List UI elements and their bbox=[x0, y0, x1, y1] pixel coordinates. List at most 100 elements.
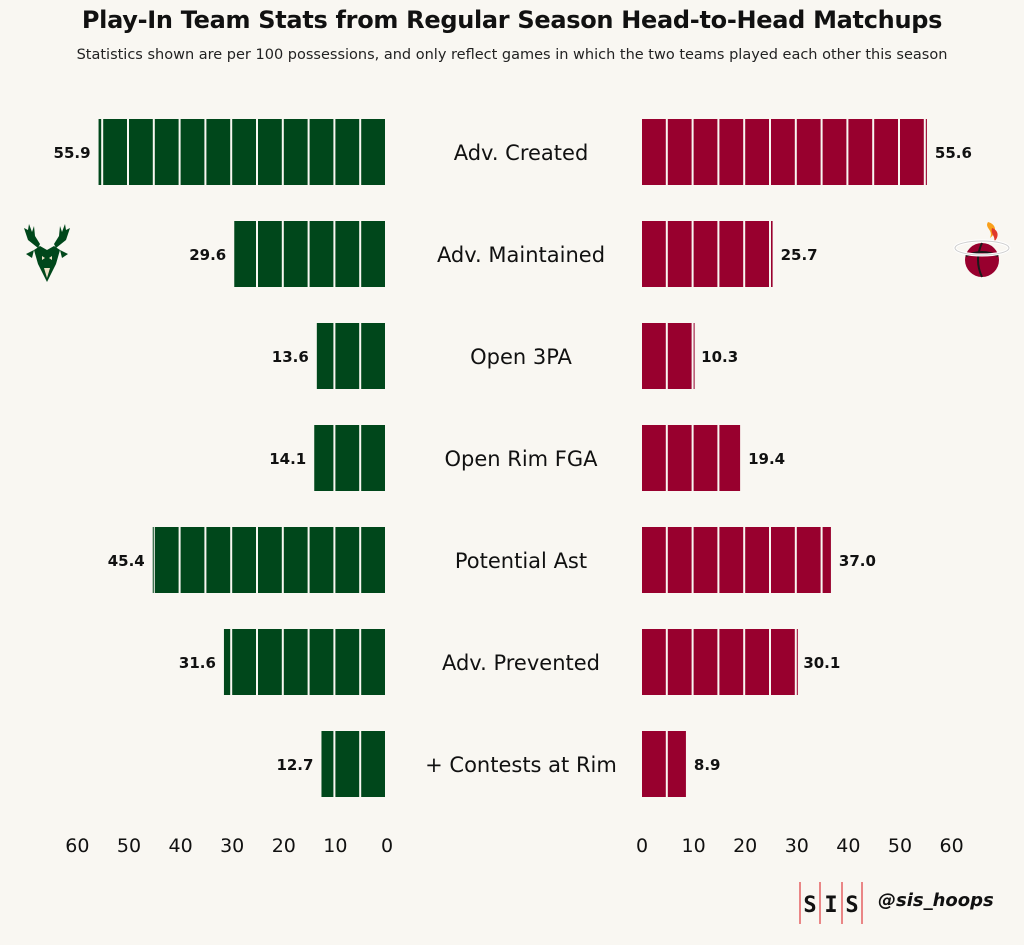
left-axis-tick: 10 bbox=[323, 835, 347, 857]
right-bar-segment bbox=[642, 323, 666, 389]
right-value-label: 19.4 bbox=[748, 450, 785, 468]
social-handle: @sis_hoops bbox=[878, 890, 994, 911]
right-bar-segment bbox=[667, 527, 692, 593]
right-bar-segment bbox=[796, 119, 821, 185]
left-bar-segment bbox=[335, 221, 360, 287]
right-axis-tick: 0 bbox=[636, 835, 648, 857]
right-bar-segment bbox=[796, 629, 798, 695]
right-bar-segment bbox=[642, 425, 666, 491]
right-bar-segment bbox=[642, 731, 666, 797]
left-bar-segment bbox=[283, 119, 308, 185]
right-bar-segment bbox=[693, 323, 695, 389]
left-bar-segment bbox=[232, 629, 256, 695]
left-axis-tick: 30 bbox=[220, 835, 244, 857]
right-bar-segment bbox=[848, 119, 873, 185]
left-bar-segment bbox=[321, 731, 334, 797]
right-value-label: 8.9 bbox=[694, 756, 721, 774]
right-value-label: 10.3 bbox=[701, 348, 738, 366]
right-bar-segment bbox=[719, 119, 744, 185]
right-bar-segment bbox=[719, 629, 744, 695]
left-axis-tick: 50 bbox=[117, 835, 141, 857]
left-bar-segment bbox=[258, 527, 282, 593]
right-bar-segment bbox=[667, 221, 692, 287]
left-bar-segment bbox=[234, 221, 256, 287]
right-bar-segment bbox=[719, 527, 744, 593]
right-bar-segment bbox=[822, 119, 847, 185]
right-bar-segment bbox=[693, 119, 718, 185]
category-label: + Contests at Rim bbox=[425, 753, 617, 777]
left-bar-segment bbox=[361, 527, 385, 593]
right-axis-tick: 40 bbox=[836, 835, 860, 857]
left-bar-segment bbox=[129, 119, 153, 185]
left-bar-segment bbox=[316, 323, 334, 389]
right-bar-segment bbox=[745, 629, 769, 695]
right-value-label: 37.0 bbox=[839, 552, 876, 570]
left-bar-segment bbox=[232, 527, 256, 593]
right-bar-segment bbox=[874, 119, 898, 185]
right-bar-segment bbox=[642, 527, 666, 593]
right-bar-segment bbox=[667, 119, 692, 185]
left-bar-segment bbox=[361, 731, 385, 797]
sis-logo: S I S bbox=[799, 882, 863, 924]
left-value-label: 29.6 bbox=[189, 246, 226, 264]
left-axis-tick: 20 bbox=[272, 835, 296, 857]
left-bar-segment bbox=[361, 425, 385, 491]
right-bar-segment bbox=[667, 425, 692, 491]
right-bar-segment bbox=[771, 221, 773, 287]
right-value-label: 55.6 bbox=[935, 144, 972, 162]
right-axis-tick: 30 bbox=[785, 835, 809, 857]
right-bar-segment bbox=[745, 221, 769, 287]
right-bar-segment bbox=[745, 119, 769, 185]
deer-head-logo bbox=[24, 224, 70, 282]
left-bar-segment bbox=[283, 629, 308, 695]
left-bar-segment bbox=[223, 629, 231, 695]
right-bar-segment bbox=[771, 119, 795, 185]
left-value-label: 45.4 bbox=[108, 552, 145, 570]
right-axis-tick: 20 bbox=[733, 835, 757, 857]
left-value-label: 13.6 bbox=[272, 348, 309, 366]
left-bar-segment bbox=[309, 221, 334, 287]
left-bar-segment bbox=[309, 629, 334, 695]
left-bar-segment bbox=[258, 221, 282, 287]
right-bar-segment bbox=[745, 527, 769, 593]
left-bar-segment bbox=[232, 119, 256, 185]
left-value-label: 12.7 bbox=[276, 756, 313, 774]
left-bar-segment bbox=[258, 629, 282, 695]
category-label: Adv. Maintained bbox=[437, 243, 605, 267]
left-value-label: 14.1 bbox=[269, 450, 306, 468]
left-bar-segment bbox=[283, 527, 308, 593]
right-axis-tick: 60 bbox=[940, 835, 964, 857]
right-bar-segment bbox=[719, 425, 741, 491]
sis-letter-1: S bbox=[803, 893, 816, 918]
right-bar-segment bbox=[642, 221, 666, 287]
left-bar-segment bbox=[103, 119, 127, 185]
right-bar-segment bbox=[771, 527, 795, 593]
left-bar-segment bbox=[206, 527, 231, 593]
left-bar-segment bbox=[361, 323, 385, 389]
right-bar-segment bbox=[667, 323, 692, 389]
right-bar-segment bbox=[925, 119, 927, 185]
left-axis-tick: 40 bbox=[169, 835, 193, 857]
left-axis-tick: 60 bbox=[65, 835, 89, 857]
right-value-label: 30.1 bbox=[803, 654, 840, 672]
left-bar-segment bbox=[206, 119, 231, 185]
left-bar-segment bbox=[309, 527, 334, 593]
sis-letter-2: I bbox=[824, 893, 837, 918]
category-label: Open 3PA bbox=[470, 345, 572, 369]
left-value-label: 31.6 bbox=[179, 654, 216, 672]
right-bar-segment bbox=[693, 425, 718, 491]
left-bar-segment bbox=[361, 629, 385, 695]
chart-subtitle: Statistics shown are per 100 possessions… bbox=[76, 47, 948, 63]
left-bar-segment bbox=[283, 221, 308, 287]
right-bar-segment bbox=[771, 629, 795, 695]
right-bar-segment bbox=[693, 527, 718, 593]
left-bar-segment bbox=[361, 221, 385, 287]
right-bar-segment bbox=[693, 221, 718, 287]
flaming-basketball-logo bbox=[953, 222, 1011, 278]
left-bar-segment bbox=[335, 527, 360, 593]
left-bar-segment bbox=[154, 527, 179, 593]
left-bar-segment bbox=[154, 119, 179, 185]
category-label: Potential Ast bbox=[455, 549, 587, 573]
chart-title: Play-In Team Stats from Regular Season H… bbox=[81, 6, 943, 34]
